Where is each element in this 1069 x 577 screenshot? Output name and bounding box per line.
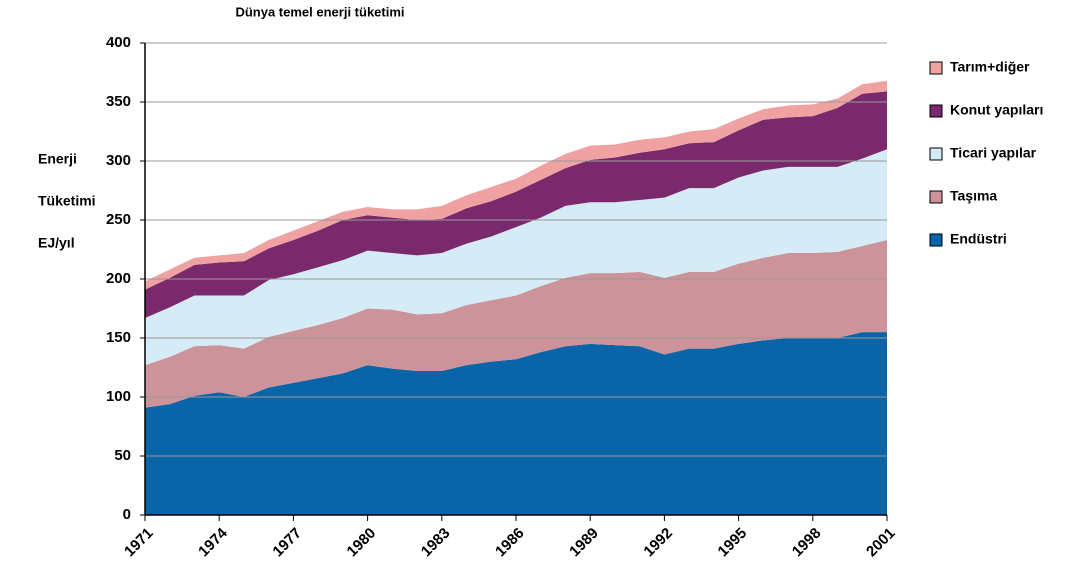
area [145, 149, 887, 366]
y-axis-label: EJ/yıl [38, 235, 75, 251]
legend-label: Endüstri [950, 231, 1007, 247]
x-tick-label: 1983 [418, 525, 454, 561]
y-tick-label: 0 [123, 506, 131, 523]
legend-label: Taşıma [950, 188, 997, 204]
y-tick-label: 400 [106, 34, 131, 51]
x-tick-label: 2001 [863, 525, 899, 561]
legend-label: Ticari yapılar [950, 145, 1037, 161]
chart-title: Dünya temel enerji tüketimi [235, 4, 404, 19]
legend-label: Tarım+diğer [950, 59, 1030, 75]
legend-swatch [929, 233, 943, 247]
y-tick-label: 100 [106, 388, 131, 405]
x-tick-label: 1998 [789, 525, 825, 561]
y-tick-label: 300 [106, 152, 131, 169]
y-axis-label: Tüketimi [38, 193, 96, 209]
y-tick-label: 250 [106, 211, 131, 228]
legend-swatch [929, 147, 943, 161]
legend-label: Konut yapıları [950, 102, 1043, 118]
area [145, 91, 887, 318]
legend-swatch [929, 61, 943, 75]
x-tick-label: 1986 [492, 525, 528, 561]
x-tick-label: 1995 [715, 525, 751, 561]
x-tick-label: 1971 [121, 525, 157, 561]
x-tick-label: 1992 [640, 525, 676, 561]
area [145, 332, 887, 515]
x-tick-label: 1989 [566, 525, 602, 561]
legend-swatch [929, 190, 943, 204]
y-tick-label: 200 [106, 270, 131, 287]
y-tick-label: 50 [114, 447, 131, 464]
x-tick-label: 1980 [344, 525, 380, 561]
x-tick-label: 1977 [269, 525, 305, 561]
y-axis-label: Enerji [38, 151, 77, 167]
area [145, 240, 887, 408]
legend-swatch [929, 104, 943, 118]
y-tick-label: 350 [106, 93, 131, 110]
y-tick-label: 150 [106, 329, 131, 346]
area [145, 80, 887, 290]
x-tick-label: 1974 [195, 524, 231, 560]
